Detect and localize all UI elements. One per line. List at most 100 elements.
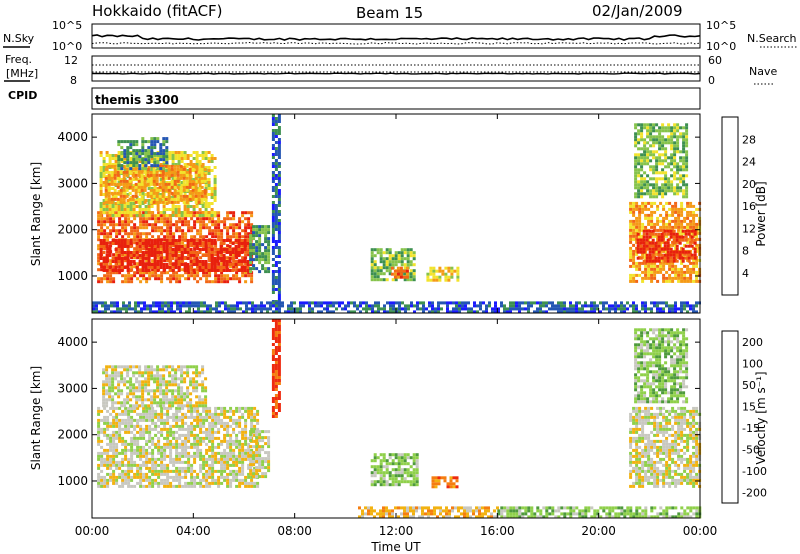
heatmap-cell bbox=[130, 451, 134, 455]
heatmap-cell bbox=[118, 424, 122, 428]
heatmap-cell bbox=[180, 211, 184, 214]
heatmap-cell bbox=[640, 129, 644, 133]
heatmap-cell bbox=[674, 207, 678, 211]
heatmap-cell bbox=[128, 191, 132, 195]
heatmap-cell bbox=[161, 170, 165, 174]
heatmap-cell bbox=[169, 457, 173, 461]
heatmap-cell bbox=[126, 251, 130, 254]
heatmap-cell bbox=[426, 275, 430, 279]
freq-label-line1: Freq. bbox=[5, 53, 32, 66]
heatmap-cell bbox=[154, 271, 158, 275]
heatmap-cell bbox=[629, 276, 633, 280]
heatmap-cell bbox=[208, 217, 212, 221]
heatmap-cell bbox=[389, 307, 392, 311]
heatmap-cell bbox=[118, 436, 122, 440]
heatmap-cell bbox=[683, 307, 686, 311]
heatmap-cell bbox=[157, 442, 161, 446]
heatmap-cell bbox=[228, 248, 232, 251]
heatmap-cell bbox=[255, 228, 259, 232]
heatmap-cell bbox=[590, 304, 593, 308]
heatmap-cell bbox=[139, 223, 143, 227]
heatmap-cell bbox=[161, 194, 165, 198]
heatmap-cell bbox=[252, 231, 256, 235]
power-ylabel: Slant Range [km] bbox=[29, 162, 43, 266]
heatmap-cell bbox=[412, 275, 416, 279]
heatmap-cell bbox=[113, 182, 117, 186]
heatmap-cell bbox=[112, 424, 116, 428]
heatmap-cell bbox=[390, 266, 394, 270]
heatmap-cell bbox=[155, 310, 158, 314]
heatmap-cell bbox=[670, 129, 674, 133]
heatmap-cell bbox=[154, 274, 158, 278]
heatmap-cell bbox=[112, 223, 116, 227]
heatmap-cell bbox=[194, 188, 198, 192]
heatmap-cell bbox=[175, 406, 179, 410]
heatmap-cell bbox=[115, 421, 119, 425]
heatmap-cell bbox=[228, 263, 232, 266]
heatmap-cell bbox=[192, 263, 196, 266]
heatmap-cell bbox=[679, 168, 683, 172]
heatmap-cell bbox=[162, 269, 166, 272]
heatmap-cell bbox=[311, 310, 314, 314]
heatmap-cell bbox=[125, 167, 129, 171]
heatmap-cell bbox=[181, 439, 185, 443]
heatmap-cell bbox=[177, 266, 181, 269]
heatmap-cell bbox=[689, 240, 693, 244]
heatmap-cell bbox=[693, 238, 697, 242]
heatmap-cell bbox=[643, 159, 647, 163]
heatmap-cell bbox=[210, 154, 214, 157]
heatmap-cell bbox=[461, 301, 464, 305]
heatmap-cell bbox=[677, 255, 681, 259]
heatmap-cell bbox=[223, 274, 227, 278]
heatmap-cell bbox=[658, 162, 662, 166]
heatmap-cell bbox=[138, 205, 142, 208]
heatmap-cell bbox=[147, 166, 151, 169]
heatmap-cell bbox=[676, 186, 680, 190]
heatmap-cell bbox=[103, 274, 107, 278]
heatmap-cell bbox=[115, 229, 119, 233]
heatmap-cell bbox=[658, 156, 662, 160]
heatmap-cell bbox=[123, 257, 127, 260]
heatmap-cell bbox=[139, 454, 143, 458]
heatmap-cell bbox=[103, 463, 107, 467]
heatmap-cell bbox=[267, 258, 271, 262]
heatmap-cell bbox=[243, 260, 247, 263]
heatmap-cell bbox=[527, 301, 530, 305]
heatmap-cell bbox=[671, 276, 675, 280]
heatmap-cell bbox=[482, 301, 485, 305]
heatmap-cell bbox=[228, 269, 232, 272]
heatmap-cell bbox=[108, 208, 112, 211]
heatmap-cell bbox=[226, 214, 230, 218]
heatmap-cell bbox=[120, 251, 124, 254]
heatmap-cell bbox=[149, 170, 153, 174]
heatmap-cell bbox=[109, 412, 113, 416]
heatmap-cell bbox=[169, 280, 173, 284]
heatmap-cell bbox=[666, 256, 670, 260]
heatmap-cell bbox=[275, 304, 278, 308]
heatmap-cell bbox=[639, 250, 643, 254]
heatmap-cell bbox=[97, 427, 101, 431]
heatmap-cell bbox=[181, 460, 185, 464]
freq-panel-frame bbox=[91, 55, 701, 82]
heatmap-cell bbox=[136, 271, 140, 275]
heatmap-cell bbox=[682, 156, 686, 160]
heatmap-cell bbox=[412, 278, 416, 282]
heatmap-cell bbox=[104, 170, 108, 174]
heatmap-cell bbox=[170, 179, 174, 183]
heatmap-cell bbox=[157, 481, 161, 485]
heatmap-cell bbox=[230, 307, 233, 311]
heatmap-cell bbox=[168, 242, 172, 245]
heatmap-cell bbox=[249, 263, 253, 266]
heatmap-cell bbox=[238, 232, 242, 236]
heatmap-cell bbox=[156, 152, 160, 156]
heatmap-cell bbox=[120, 187, 124, 190]
heatmap-cell bbox=[124, 430, 128, 434]
heatmap-cell bbox=[332, 310, 335, 314]
heatmap-cell bbox=[277, 117, 281, 120]
heatmap-cell bbox=[109, 223, 113, 227]
heatmap-cell bbox=[127, 280, 131, 284]
heatmap-cell bbox=[432, 278, 436, 282]
heatmap-cell bbox=[220, 235, 224, 239]
heatmap-cell bbox=[332, 304, 335, 308]
heatmap-cell bbox=[203, 310, 206, 314]
